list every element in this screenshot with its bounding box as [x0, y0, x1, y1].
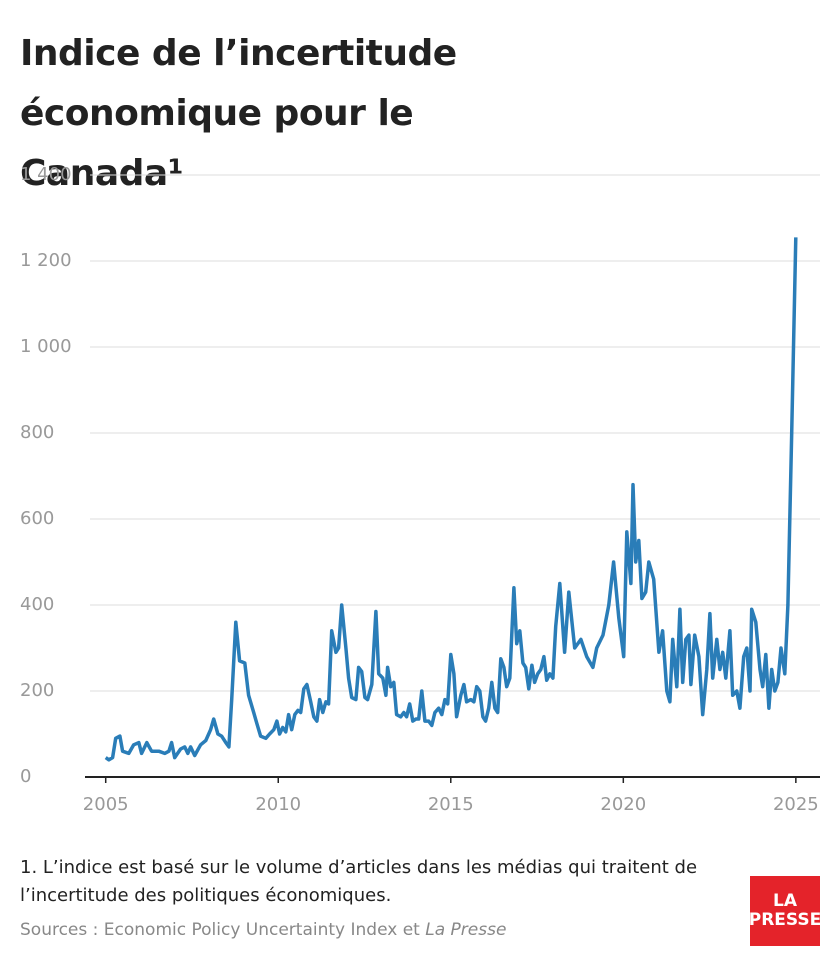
sources-text: Sources : Economic Policy Uncertainty In… [20, 920, 420, 940]
footnote: 1. L’indice est basé sur le volume d’art… [20, 857, 698, 906]
y-tick-label: 400 [20, 594, 54, 615]
x-tick-label: 2005 [83, 794, 129, 815]
x-tick-label: 2025 [773, 794, 819, 815]
y-tick-label: 800 [20, 422, 54, 443]
y-tick-label: 0 [20, 766, 31, 787]
x-tick-label: 2010 [255, 794, 301, 815]
y-tick-label: 1 000 [20, 336, 72, 357]
y-tick-label: 1 200 [20, 250, 72, 271]
chart: 0 200 400 600 800 1 000 1 200 1 400 2005 2010 2015… [20, 164, 820, 815]
chart-title: Indice de l’incertitude économique pour … [20, 33, 457, 194]
logo-line: PRESSE [748, 910, 822, 930]
data-line [104, 237, 798, 762]
y-tick-label: 600 [20, 508, 54, 529]
sources: Sources : Economic Policy Uncertainty In… [20, 920, 506, 940]
y-tick-label: 200 [20, 680, 54, 701]
logo: LA PRESSE [748, 876, 822, 946]
x-tick-label: 2015 [428, 794, 474, 815]
logo-line: LA [773, 891, 797, 911]
y-tick-label: 1 400 [20, 164, 72, 185]
x-tick-label: 2020 [600, 794, 646, 815]
sources-publication: La Presse [425, 920, 507, 940]
